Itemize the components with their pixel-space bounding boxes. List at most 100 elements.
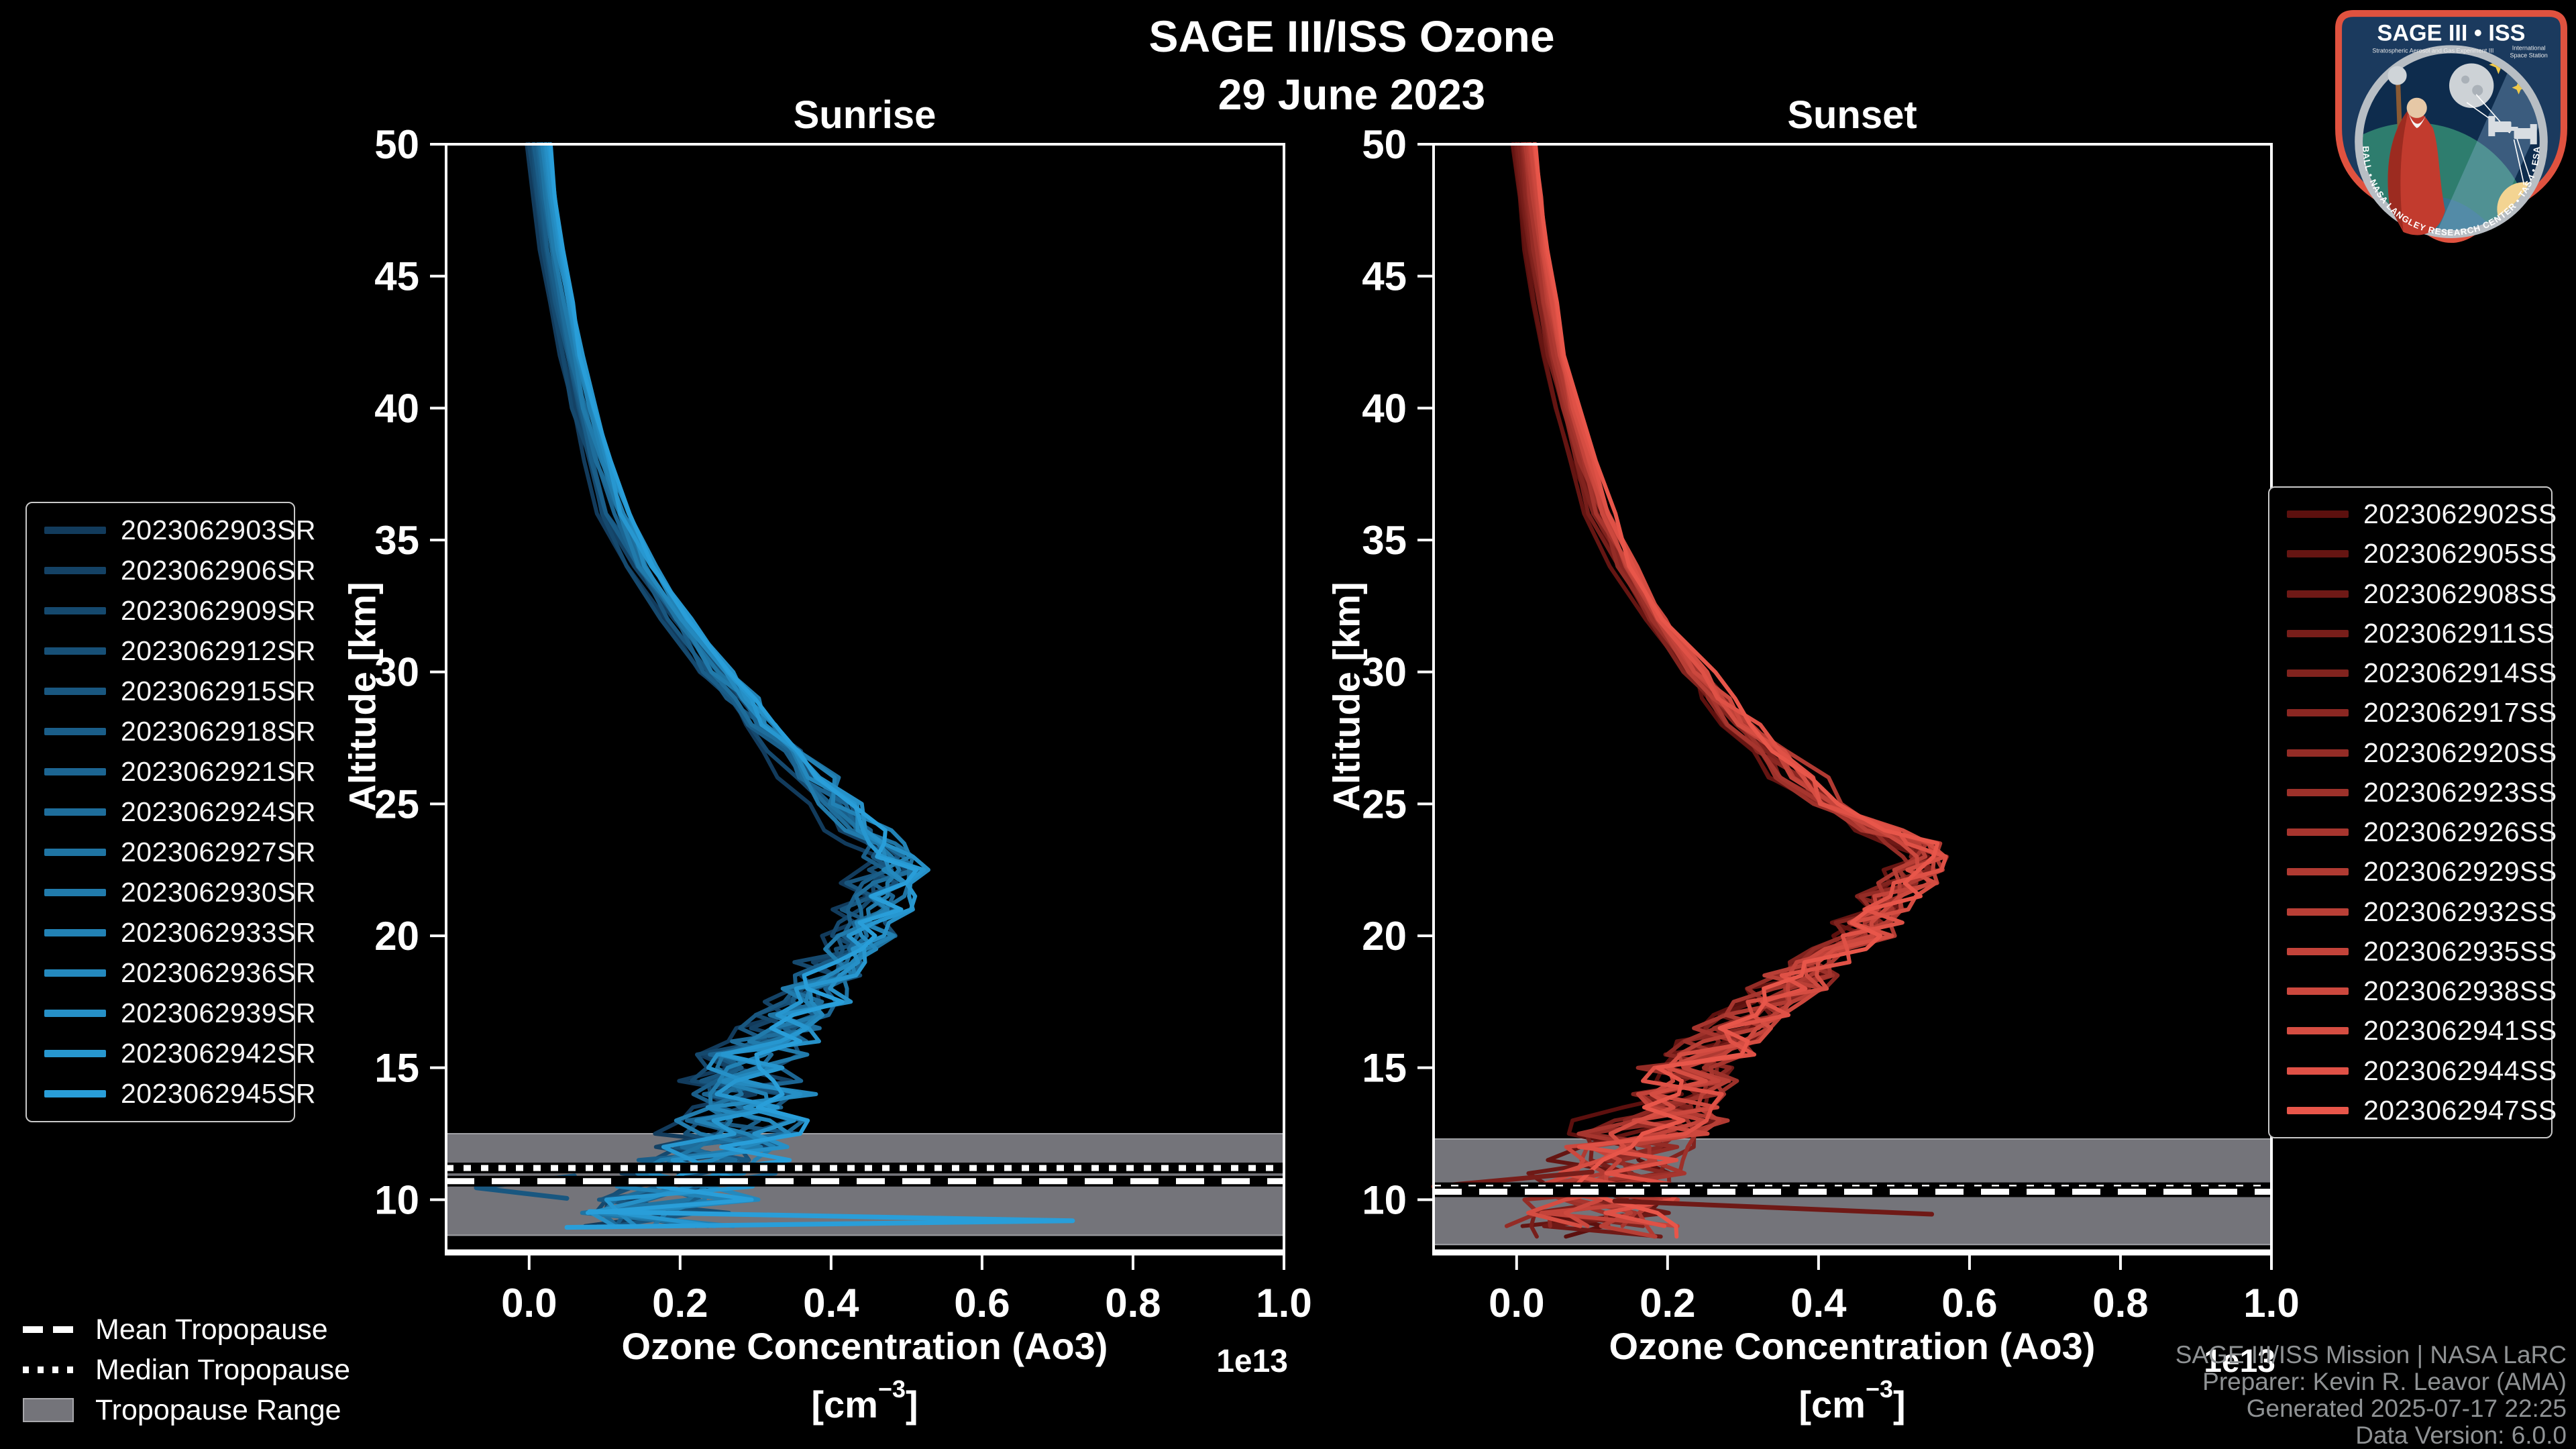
profile-line-2023062917SS: [1519, 142, 1943, 1228]
y-tick-label: 20: [374, 914, 419, 959]
legend-item-2023062936SR: 2023062936SR: [27, 957, 315, 989]
legend-label: 2023062932SS: [2363, 896, 2557, 927]
legend-item-2023062914SS: 2023062914SS: [2269, 657, 2557, 689]
x-tick-label: 0.4: [803, 1281, 859, 1326]
y-tick-label: 25: [374, 782, 419, 826]
legend-item-2023062915SR: 2023062915SR: [27, 676, 315, 707]
x-tick-label: 1.0: [1256, 1281, 1311, 1326]
line-swatch: [2287, 1067, 2349, 1075]
legend-item-2023062944SS: 2023062944SS: [2269, 1055, 2557, 1087]
line-swatch: [2287, 1027, 2349, 1035]
legend-item-2023062921SR: 2023062921SR: [27, 756, 315, 788]
y-tick-label: 10: [1362, 1177, 1407, 1222]
profile-line-2023062935SS: [1527, 142, 1939, 1228]
legend-item-2023062902SS: 2023062902SS: [2269, 498, 2557, 530]
line-swatch: [2287, 908, 2349, 916]
line-swatch: [2287, 590, 2349, 598]
dotted-line-swatch: [23, 1366, 74, 1373]
line-swatch: [2287, 947, 2349, 955]
legend-label: 2023062923SS: [2363, 776, 2557, 808]
y-tick-label: 45: [1362, 254, 1407, 299]
legend-item-2023062938SS: 2023062938SS: [2269, 975, 2557, 1007]
legend-label: 2023062938SS: [2363, 975, 2557, 1007]
iss-icon: [2488, 115, 2537, 145]
legend-label: 2023062930SR: [121, 877, 316, 908]
legend-item-2023062911SS: 2023062911SS: [2269, 618, 2555, 649]
line-swatch: [44, 849, 106, 857]
line-swatch: [44, 606, 106, 614]
x-tick-label: 0.6: [1941, 1281, 1997, 1326]
legend-item-2023062942SR: 2023062942SR: [27, 1038, 315, 1069]
page-title: SAGE III/ISS Ozone: [1148, 11, 1555, 61]
legend-label: 2023062939SR: [121, 998, 316, 1029]
legend-label: 2023062941SS: [2363, 1015, 2557, 1046]
x-tick-label: 0.2: [1640, 1281, 1695, 1326]
profile-outlier: [1612, 1198, 1935, 1217]
legend-label: 2023062927SR: [121, 837, 316, 868]
legend-label: 2023062929SS: [2363, 856, 2557, 888]
line-swatch: [2287, 669, 2349, 678]
profile-line-2023062918SR: [531, 142, 888, 1228]
line-swatch: [44, 1050, 106, 1058]
x-axis-offset-label: 1e13: [2204, 1344, 2275, 1379]
y-tick-label: 40: [374, 386, 419, 431]
legend-label: 2023062918SR: [121, 715, 316, 747]
legend-label: 2023062920SS: [2363, 737, 2557, 768]
legend-item-2023062923SS: 2023062923SS: [2269, 777, 2557, 808]
x-tick-label: 0.4: [1790, 1281, 1847, 1326]
profile-line-2023062921SR: [535, 142, 920, 1228]
line-swatch: [2287, 749, 2349, 757]
legend-item-2023062920SS: 2023062920SS: [2269, 737, 2557, 769]
moon-icon: [2449, 63, 2494, 108]
legend-label: 2023062902SS: [2363, 498, 2557, 530]
legend-label: 2023062905SS: [2363, 538, 2557, 570]
panel-title-sunrise: Sunrise: [793, 93, 936, 137]
legend-item-2023062908SS: 2023062908SS: [2269, 578, 2557, 610]
line-swatch: [44, 1090, 106, 1098]
line-swatch: [44, 566, 106, 574]
y-tick-label: 20: [1362, 914, 1407, 959]
profile-line-2023062929SS: [1523, 142, 1945, 1239]
profile-line-2023062944SS: [1532, 142, 1948, 1228]
x-axis-unit-sunset: [cm−3]: [1799, 1375, 1906, 1426]
patch-subtitle-right1: International: [2512, 44, 2546, 51]
legend-label: 2023062906SR: [121, 554, 316, 586]
credit-line: SAGE III/ISS Mission | NASA LaRC: [2175, 1341, 2567, 1368]
line-swatch: [44, 526, 106, 534]
mission-patch-logo: SAGE III • ISS Stratospheric Aerosol and…: [2335, 10, 2567, 243]
line-swatch: [2287, 868, 2349, 876]
patch-subtitle-right2: Space Station: [2510, 52, 2547, 58]
legend-item-2023062918SR: 2023062918SR: [27, 716, 315, 747]
profile-line-2023062938SS: [1528, 142, 1932, 1228]
legend-label: 2023062917SS: [2363, 697, 2557, 729]
profile-line-2023062947SS: [1534, 142, 1940, 1239]
x-tick-label: 0.6: [954, 1281, 1010, 1326]
profile-line-2023062945SR: [548, 142, 919, 1215]
legend-item-2023062929SS: 2023062929SS: [2269, 856, 2557, 888]
profile-line-2023062930SR: [540, 142, 902, 1228]
legend-item-2023062932SS: 2023062932SS: [2269, 896, 2557, 928]
y-tick-label: 50: [374, 122, 419, 167]
legend-label: 2023062903SR: [121, 514, 316, 545]
y-tick-label: 30: [1362, 650, 1407, 695]
line-swatch: [44, 889, 106, 897]
legend-item-2023062906SR: 2023062906SR: [27, 555, 315, 586]
line-swatch: [2287, 828, 2349, 837]
line-swatch: [44, 767, 106, 775]
line-swatch: [2287, 987, 2349, 996]
legend-label: 2023062908SS: [2363, 578, 2557, 609]
x-tick-label: 1.0: [2243, 1281, 2299, 1326]
legend-item-mean-tropopause: Mean Tropopause: [20, 1309, 350, 1350]
profile-line-2023062923SS: [1521, 142, 1945, 1228]
credit-line: Data Version: 6.0.0: [2355, 1421, 2567, 1449]
legend-label: 2023062911SS: [2363, 617, 2555, 649]
patch-title: SAGE III • ISS: [2377, 20, 2526, 46]
line-swatch: [2287, 629, 2349, 637]
x-tick-label: 0.2: [652, 1281, 708, 1326]
y-tick-label: 25: [1362, 782, 1407, 826]
legend-item-2023062917SS: 2023062917SS: [2269, 697, 2557, 729]
legend-item-2023062903SR: 2023062903SR: [27, 515, 315, 546]
x-axis-offset-label: 1e13: [1216, 1344, 1288, 1379]
